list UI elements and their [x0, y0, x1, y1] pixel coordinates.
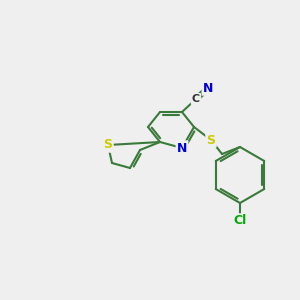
- Text: S: S: [103, 139, 112, 152]
- Text: N: N: [177, 142, 187, 154]
- Text: C: C: [192, 94, 200, 104]
- Text: S: S: [206, 134, 215, 146]
- Text: N: N: [203, 82, 213, 94]
- Text: Cl: Cl: [233, 214, 247, 227]
